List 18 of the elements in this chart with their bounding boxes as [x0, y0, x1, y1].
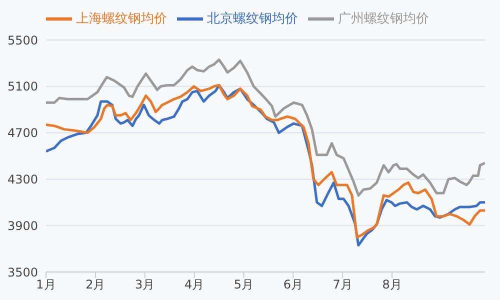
- legend-label: 北京螺纹钢均价: [207, 12, 298, 27]
- legend-label: 广州螺纹钢均价: [338, 12, 429, 27]
- y-tick-label: 4300: [7, 172, 38, 186]
- legend-label: 上海螺纹钢均价: [76, 12, 167, 27]
- line-series: [46, 58, 485, 197]
- x-tick-label: 8月: [382, 278, 402, 292]
- x-tick-label: 4月: [184, 278, 204, 292]
- y-tick-label: 3500: [7, 265, 38, 280]
- y-tick-label: 3900: [7, 218, 38, 233]
- y-tick-label: 4700: [7, 126, 38, 140]
- x-tick-label: 2月: [86, 278, 106, 292]
- y-tick-label: 5100: [7, 80, 38, 94]
- x-tick-label: 3月: [135, 278, 155, 292]
- x-tick-label: 7月: [332, 278, 352, 292]
- x-tick-label: 5月: [234, 278, 254, 292]
- y-tick-label: 5500: [7, 33, 38, 48]
- x-tick-label: 6月: [283, 278, 304, 292]
- x-tick-label: 1月: [36, 278, 56, 292]
